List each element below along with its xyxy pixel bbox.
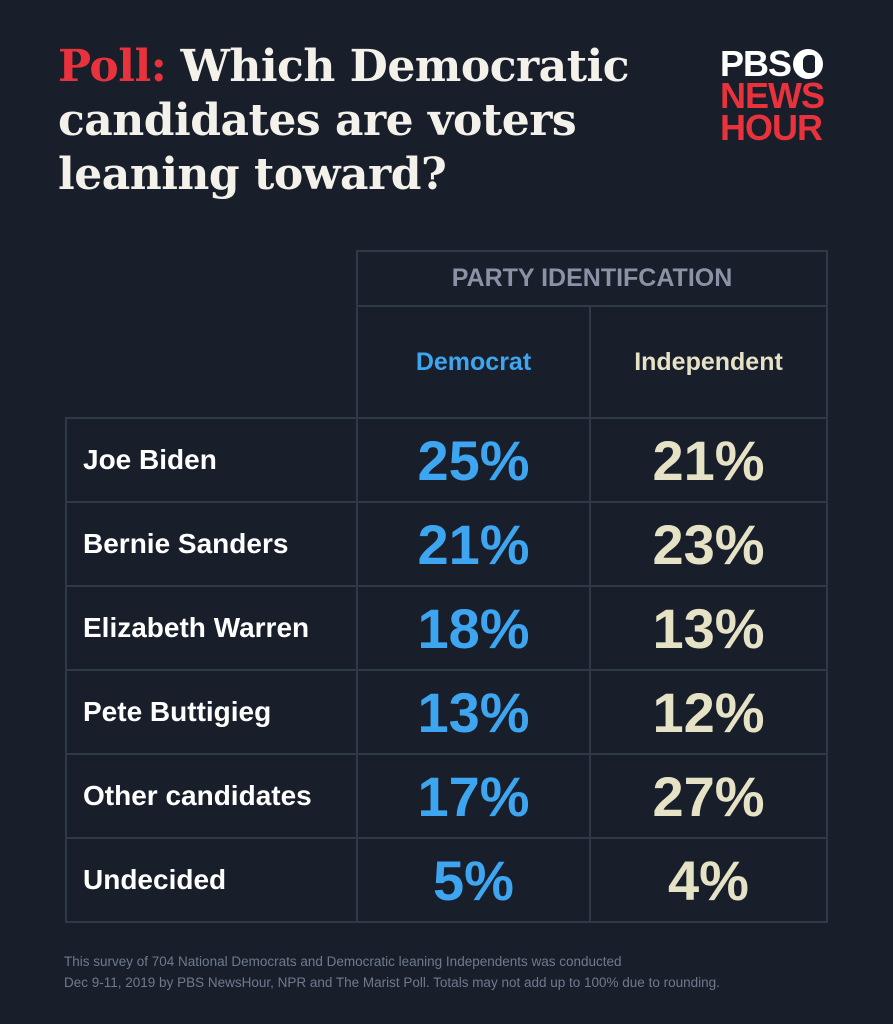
independent-value: 12% (589, 669, 828, 755)
democrat-value: 5% (356, 837, 591, 923)
page-title: Poll: Which Democratic candidates are vot… (58, 40, 698, 202)
independent-value: 23% (589, 501, 828, 587)
poll-table: PARTY IDENTIFCATION Democrat Independent… (65, 250, 828, 923)
democrat-value: 13% (356, 669, 591, 755)
independent-value: 4% (589, 837, 828, 923)
empty-cell (66, 306, 357, 418)
table-row: Joe Biden 25% 21% (65, 417, 828, 503)
independent-value: 21% (589, 417, 828, 503)
empty-cell (66, 251, 357, 306)
democrat-value: 18% (356, 585, 591, 671)
candidate-name: Other candidates (65, 753, 358, 839)
group-header: PARTY IDENTIFCATION (356, 250, 828, 307)
table-row: Pete Buttigieg 13% 12% (65, 669, 828, 755)
candidate-name: Undecided (65, 837, 358, 923)
title-prefix: Poll: (58, 41, 167, 92)
pbs-head-icon (793, 49, 824, 79)
candidate-name: Bernie Sanders (65, 501, 358, 587)
logo-news: NEWS (720, 75, 825, 116)
logo-pbs: PBS (720, 43, 792, 84)
independent-value: 27% (589, 753, 828, 839)
title-text: Which Democratic candidates are voters l… (58, 41, 630, 200)
candidate-name: Pete Buttigieg (65, 669, 358, 755)
table-row: Other candidates 17% 27% (65, 753, 828, 839)
candidate-name: Elizabeth Warren (65, 585, 358, 671)
pbs-newshour-logo: PBS NEWS HOUR (720, 43, 840, 148)
democrat-value: 21% (356, 501, 591, 587)
column-header-independent: Independent (589, 305, 828, 419)
candidate-name: Joe Biden (65, 417, 358, 503)
footnote-line-1: This survey of 704 National Democrats an… (64, 954, 622, 969)
footnote-line-2: Dec 9-11, 2019 by PBS NewsHour, NPR and … (64, 975, 720, 990)
footnote: This survey of 704 National Democrats an… (64, 951, 854, 993)
column-header-democrat: Democrat (356, 305, 591, 419)
democrat-value: 17% (356, 753, 591, 839)
table-row: Bernie Sanders 21% 23% (65, 501, 828, 587)
democrat-value: 25% (356, 417, 591, 503)
independent-value: 13% (589, 585, 828, 671)
table-row: Elizabeth Warren 18% 13% (65, 585, 828, 671)
logo-hour: HOUR (720, 107, 823, 148)
table-row: Undecided 5% 4% (65, 837, 828, 923)
